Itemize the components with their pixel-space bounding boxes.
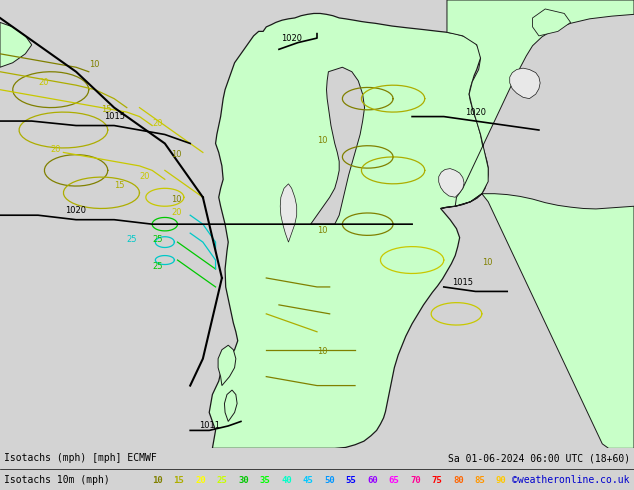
Text: 70: 70	[410, 475, 421, 485]
Text: 65: 65	[389, 475, 399, 485]
Text: 50: 50	[324, 475, 335, 485]
Polygon shape	[209, 13, 488, 448]
Text: 55: 55	[346, 475, 356, 485]
Text: 90: 90	[496, 475, 507, 485]
Text: 1011: 1011	[198, 421, 220, 430]
Text: 20: 20	[139, 172, 150, 181]
Text: 1020: 1020	[465, 108, 486, 117]
Polygon shape	[510, 68, 540, 98]
Text: 10: 10	[89, 60, 100, 69]
Text: 35: 35	[259, 475, 270, 485]
Text: 10: 10	[171, 150, 182, 159]
Text: 75: 75	[432, 475, 443, 485]
Text: 20: 20	[152, 119, 163, 127]
Text: Isotachs (mph) [mph] ECMWF: Isotachs (mph) [mph] ECMWF	[4, 453, 157, 464]
Text: 25: 25	[216, 475, 227, 485]
Text: 20: 20	[195, 475, 206, 485]
Text: 10: 10	[317, 137, 328, 146]
Text: 25: 25	[127, 235, 138, 244]
Text: 10: 10	[317, 347, 328, 356]
Polygon shape	[224, 390, 237, 421]
Polygon shape	[447, 0, 634, 206]
Text: 10: 10	[152, 475, 163, 485]
Text: 1020: 1020	[65, 206, 87, 215]
Text: ©weatheronline.co.uk: ©weatheronline.co.uk	[512, 475, 630, 485]
Text: 15: 15	[174, 475, 184, 485]
Text: 1015: 1015	[103, 112, 125, 121]
Text: 40: 40	[281, 475, 292, 485]
Polygon shape	[439, 169, 464, 197]
Text: 1020: 1020	[281, 34, 302, 43]
Text: 60: 60	[367, 475, 378, 485]
Text: 80: 80	[453, 475, 463, 485]
Text: 20: 20	[38, 78, 49, 87]
Text: 15: 15	[101, 105, 112, 114]
Text: 10: 10	[171, 195, 182, 204]
Text: 10: 10	[317, 226, 328, 235]
Text: 20: 20	[171, 208, 182, 217]
Text: 25: 25	[152, 262, 163, 271]
Text: 30: 30	[238, 475, 249, 485]
Text: 15: 15	[114, 181, 125, 190]
Text: 20: 20	[51, 146, 61, 154]
Polygon shape	[218, 345, 236, 386]
Text: Isotachs 10m (mph): Isotachs 10m (mph)	[4, 475, 110, 485]
Polygon shape	[441, 194, 634, 448]
Polygon shape	[280, 184, 297, 242]
Text: 45: 45	[302, 475, 313, 485]
Text: 85: 85	[474, 475, 485, 485]
Text: 1015: 1015	[452, 278, 474, 287]
Polygon shape	[311, 67, 365, 224]
Text: 25: 25	[152, 235, 163, 244]
Text: Sa 01-06-2024 06:00 UTC (18+60): Sa 01-06-2024 06:00 UTC (18+60)	[448, 453, 630, 464]
Polygon shape	[0, 23, 32, 67]
Text: 10: 10	[482, 258, 493, 267]
Polygon shape	[533, 9, 571, 36]
